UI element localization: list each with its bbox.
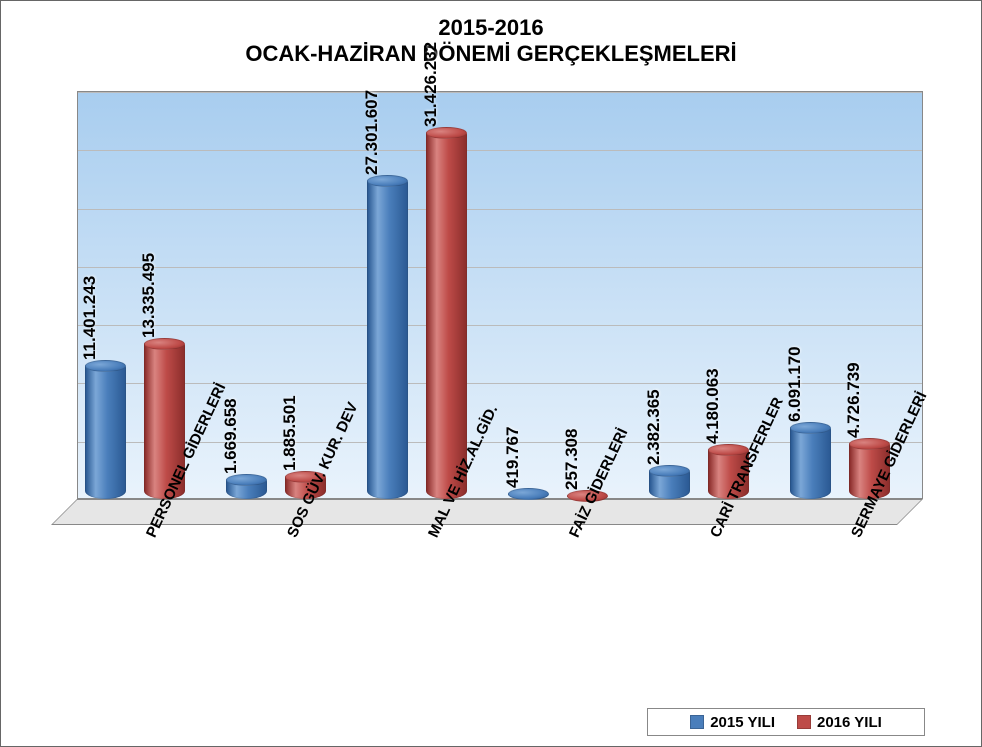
bar-top-ellipse (790, 422, 831, 434)
bar-top-ellipse (849, 438, 890, 450)
legend-item-2016: 2016 YILI (797, 714, 882, 731)
legend-item-2015: 2015 YILI (690, 714, 775, 731)
floor (51, 499, 923, 525)
legend-swatch-2015 (690, 715, 704, 729)
chart-frame: 2015-2016 OCAK-HAZİRAN DÖNEMİ GERÇEKLEŞM… (0, 0, 982, 747)
bar-top-ellipse (426, 127, 467, 139)
bar-cylinder: 11.401.243 (85, 366, 126, 499)
bar-value-label: 11.401.243 (80, 276, 100, 360)
bar-top-ellipse (144, 338, 185, 350)
bar-cylinder: 1.669.658 (226, 480, 267, 499)
bar-cylinder: 27.301.607 (367, 181, 408, 499)
bar-body (85, 366, 126, 499)
chart-title: 2015-2016 OCAK-HAZİRAN DÖNEMİ GERÇEKLEŞM… (1, 1, 981, 68)
legend-swatch-2016 (797, 715, 811, 729)
bar-value-label: 257.308 (562, 429, 582, 490)
category-labels: PERSONEL GİDERLERİSOS GÜV. KUR. DEVMAL V… (77, 529, 923, 709)
bar-top-ellipse (226, 474, 267, 486)
bar-body (790, 428, 831, 499)
bar-value-label: 1.885.501 (280, 395, 300, 471)
legend-label-2016: 2016 YILI (817, 714, 882, 731)
bar-cylinder: 2.382.365 (649, 471, 690, 499)
bar-top-ellipse (508, 488, 549, 500)
bar-value-label: 6.091.170 (785, 346, 805, 422)
bar-value-label: 4.180.063 (703, 369, 723, 445)
bar-value-label: 4.726.739 (844, 362, 864, 438)
bar-body (426, 133, 467, 499)
legend-label-2015: 2015 YILI (710, 714, 775, 731)
bar-value-label: 13.335.495 (139, 252, 159, 337)
bar-cylinder: 419.767 (508, 494, 549, 499)
bar-top-ellipse (367, 175, 408, 187)
chart-title-line1: 2015-2016 (1, 15, 981, 41)
bar-value-label: 419.767 (503, 427, 523, 488)
bar-cylinder: 6.091.170 (790, 428, 831, 499)
bar-value-label: 27.301.607 (362, 90, 382, 175)
bar-value-label: 2.382.365 (644, 390, 664, 466)
bar-value-label: 31.426.232 (421, 42, 441, 127)
bar-body (367, 181, 408, 499)
bar-value-label: 1.669.658 (221, 398, 241, 474)
bar-cylinder: 31.426.232 (426, 133, 467, 499)
chart-title-line2: OCAK-HAZİRAN DÖNEMİ GERÇEKLEŞMELERİ (1, 41, 981, 67)
legend: 2015 YILI 2016 YILI (647, 708, 925, 736)
